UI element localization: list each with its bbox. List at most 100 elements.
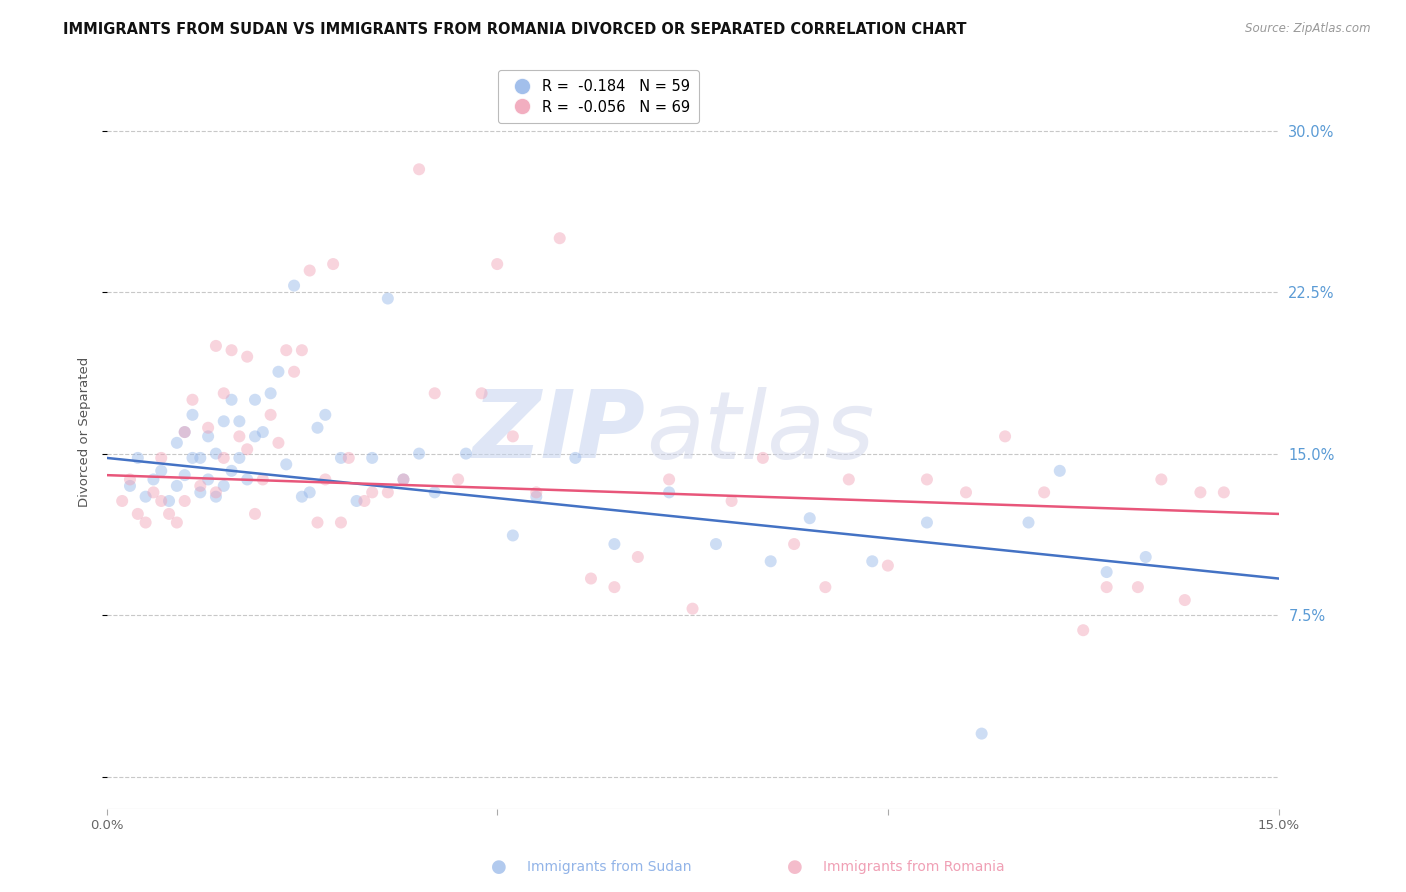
Point (212, 386, 235, 401)
Point (173, 468, 195, 483)
Point (524, 485, 547, 500)
Point (799, 511, 821, 525)
Text: IMMIGRANTS FROM SUDAN VS IMMIGRANTS FROM ROMANIA DIVORCED OR SEPARATED CORRELATI: IMMIGRANTS FROM SUDAN VS IMMIGRANTS FROM… (63, 22, 967, 37)
Point (307, 516, 329, 530)
Point (205, 447, 228, 461)
Point (150, 494, 173, 508)
Point (127, 507, 149, 521)
Point (228, 414, 250, 428)
Point (603, 537, 626, 551)
Text: atlas: atlas (645, 386, 875, 477)
Legend: R =  -0.184   N = 59, R =  -0.056   N = 69: R = -0.184 N = 59, R = -0.056 N = 69 (499, 70, 699, 123)
Point (188, 450, 211, 465)
Point (212, 450, 235, 465)
Point (970, 726, 993, 740)
Point (173, 494, 195, 508)
Point (197, 429, 219, 443)
Point (1049, 464, 1071, 478)
Point (346, 494, 368, 508)
Point (181, 408, 204, 422)
Point (423, 485, 446, 500)
Point (994, 429, 1017, 443)
Point (915, 472, 938, 486)
Point (243, 507, 266, 521)
Point (150, 464, 173, 478)
Point (221, 343, 243, 358)
Point (291, 490, 314, 504)
Point (243, 429, 266, 443)
Point (423, 386, 446, 401)
Point (127, 450, 149, 465)
Point (259, 408, 281, 422)
Point (408, 447, 430, 461)
Point (221, 392, 243, 407)
Point (236, 442, 259, 457)
Y-axis label: Divorced or Separated: Divorced or Separated (79, 357, 91, 508)
Point (603, 580, 626, 594)
Point (1071, 624, 1094, 638)
Point (337, 450, 360, 465)
Point (298, 485, 321, 500)
Point (471, 386, 494, 401)
Point (1095, 565, 1118, 579)
Point (860, 554, 883, 568)
Point (267, 365, 290, 379)
Point (142, 485, 165, 500)
Point (704, 537, 727, 551)
Point (181, 450, 204, 465)
Point (524, 490, 547, 504)
Text: Immigrants from Romania: Immigrants from Romania (823, 860, 1004, 874)
Point (1189, 485, 1212, 500)
Point (197, 421, 219, 435)
Point (377, 485, 399, 500)
Point (392, 472, 415, 486)
Point (915, 516, 938, 530)
Text: ●: ● (786, 858, 803, 876)
Text: Immigrants from Sudan: Immigrants from Sudan (527, 860, 692, 874)
Point (188, 485, 211, 500)
Point (1174, 593, 1197, 607)
Point (276, 458, 298, 472)
Point (243, 392, 266, 407)
Point (548, 231, 571, 245)
Point (188, 479, 211, 493)
Point (157, 494, 180, 508)
Point (720, 494, 742, 508)
Point (1212, 485, 1234, 500)
Point (353, 494, 375, 508)
Point (392, 472, 415, 486)
Point (361, 485, 384, 500)
Point (329, 516, 352, 530)
Point (298, 263, 321, 277)
Point (627, 549, 650, 564)
Point (173, 425, 195, 439)
Point (361, 450, 384, 465)
Point (502, 528, 524, 542)
Point (205, 485, 228, 500)
Point (1095, 580, 1118, 594)
Point (408, 162, 430, 177)
Point (1126, 580, 1149, 594)
Point (838, 472, 860, 486)
Point (486, 257, 509, 271)
Point (228, 429, 250, 443)
Point (1135, 549, 1157, 564)
Point (135, 516, 157, 530)
Point (307, 421, 329, 435)
Point (118, 472, 141, 486)
Point (150, 450, 173, 465)
Point (876, 558, 898, 573)
Point (283, 365, 305, 379)
Point (212, 479, 235, 493)
Point (759, 554, 782, 568)
Point (783, 537, 806, 551)
Point (564, 450, 586, 465)
Point (157, 507, 180, 521)
Point (314, 408, 336, 422)
Point (173, 425, 195, 439)
Point (291, 343, 314, 358)
Point (166, 479, 188, 493)
Point (118, 479, 141, 493)
Point (1150, 472, 1173, 486)
Point (221, 464, 243, 478)
